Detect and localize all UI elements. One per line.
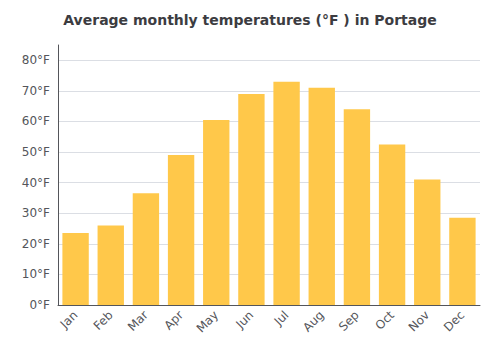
svg-text:Nov: Nov bbox=[406, 308, 432, 334]
svg-text:50°F: 50°F bbox=[22, 145, 50, 159]
svg-text:May: May bbox=[194, 308, 221, 335]
svg-text:Jun: Jun bbox=[233, 308, 257, 332]
svg-text:Mar: Mar bbox=[125, 308, 151, 334]
svg-text:70°F: 70°F bbox=[22, 84, 50, 98]
svg-text:Feb: Feb bbox=[91, 308, 116, 333]
svg-text:40°F: 40°F bbox=[22, 176, 50, 190]
svg-text:20°F: 20°F bbox=[22, 237, 50, 251]
svg-text:10°F: 10°F bbox=[22, 267, 50, 281]
svg-text:30°F: 30°F bbox=[22, 206, 50, 220]
svg-text:Jul: Jul bbox=[271, 308, 292, 329]
svg-text:Apr: Apr bbox=[161, 308, 186, 333]
svg-text:Average monthly temperatures (: Average monthly temperatures (°F ) in Po… bbox=[63, 12, 436, 28]
svg-text:Sep: Sep bbox=[336, 308, 362, 334]
svg-text:Aug: Aug bbox=[300, 308, 326, 334]
svg-text:80°F: 80°F bbox=[22, 53, 50, 67]
svg-text:0°F: 0°F bbox=[29, 298, 50, 312]
svg-text:Dec: Dec bbox=[441, 308, 467, 334]
svg-text:Jan: Jan bbox=[57, 308, 81, 332]
svg-text:60°F: 60°F bbox=[22, 114, 50, 128]
svg-text:Oct: Oct bbox=[372, 308, 397, 333]
